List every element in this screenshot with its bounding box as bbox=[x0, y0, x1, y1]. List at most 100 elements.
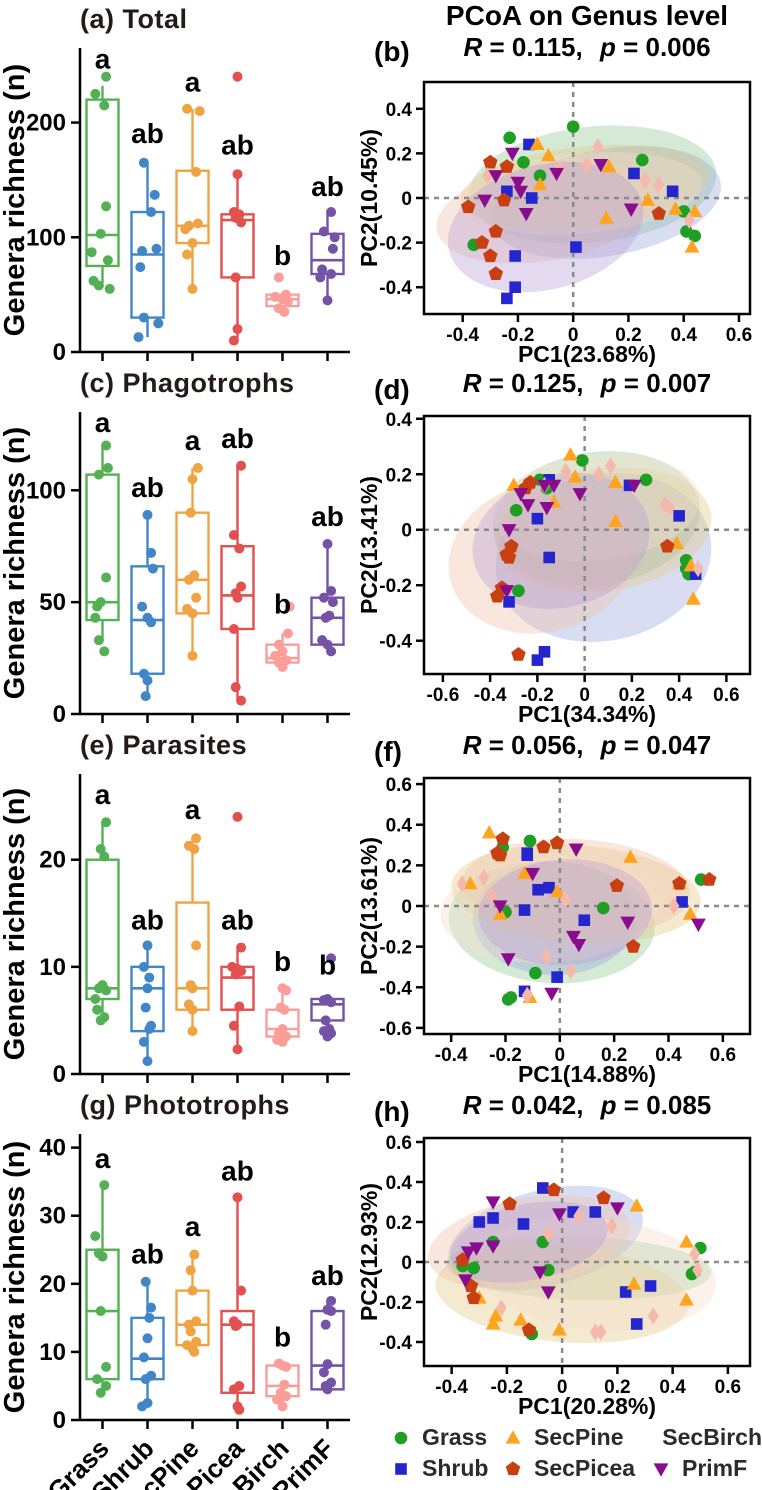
svg-text:20: 20 bbox=[39, 847, 66, 874]
svg-text:0: 0 bbox=[53, 701, 66, 728]
legend-item-secbirch: SecBirch bbox=[648, 1424, 762, 1451]
legend-label: PrimF bbox=[682, 1455, 748, 1481]
panel-e: (e) Parasites 0 10 20 Genera richness (n) a a… bbox=[0, 730, 360, 1090]
p-value: = 0.085 bbox=[623, 1090, 712, 1120]
svg-text:ab: ab bbox=[131, 118, 164, 149]
r-value: = 0.042, bbox=[488, 1090, 584, 1120]
svg-text:0.2: 0.2 bbox=[604, 1377, 630, 1398]
svg-text:-0.4: -0.4 bbox=[379, 978, 412, 999]
svg-text:0.2: 0.2 bbox=[386, 465, 412, 486]
diamond-icon bbox=[648, 1427, 654, 1449]
r-label: R bbox=[462, 1090, 482, 1120]
p-label: p bbox=[600, 368, 617, 398]
svg-text:b: b bbox=[274, 240, 291, 271]
svg-text:-0.2: -0.2 bbox=[502, 325, 535, 346]
svg-text:-0.4: -0.4 bbox=[474, 685, 507, 706]
svg-text:100: 100 bbox=[26, 477, 66, 504]
svg-text:0.2: 0.2 bbox=[619, 685, 645, 706]
panel-f-letter: (f) bbox=[374, 736, 402, 767]
svg-text:a: a bbox=[95, 779, 111, 810]
svg-text:0: 0 bbox=[557, 1377, 568, 1398]
p-label: p bbox=[599, 32, 616, 62]
svg-text:0.2: 0.2 bbox=[386, 1213, 412, 1234]
svg-text:a: a bbox=[185, 1211, 201, 1242]
svg-text:50: 50 bbox=[39, 589, 66, 616]
svg-text:0.4: 0.4 bbox=[386, 816, 413, 837]
svg-text:ab: ab bbox=[221, 1155, 254, 1186]
panel-g-title: (g) Phototrophs bbox=[80, 1090, 290, 1120]
svg-text:-0.2: -0.2 bbox=[489, 1045, 522, 1066]
legend-label: SecBirch bbox=[662, 1424, 762, 1450]
circle-icon bbox=[394, 1431, 408, 1444]
svg-text:-0.4: -0.4 bbox=[379, 1333, 412, 1354]
svg-text:0.4: 0.4 bbox=[666, 685, 693, 706]
svg-text:-0.4: -0.4 bbox=[446, 325, 479, 346]
svg-text:0.6: 0.6 bbox=[726, 325, 752, 346]
svg-text:-0.2: -0.2 bbox=[379, 1293, 412, 1314]
svg-text:30: 30 bbox=[39, 1203, 66, 1230]
panel-e-title: (e) Parasites bbox=[80, 730, 248, 760]
svg-text:b: b bbox=[274, 1321, 291, 1352]
svg-text:10: 10 bbox=[39, 954, 66, 981]
r-value: = 0.115, bbox=[489, 32, 583, 62]
svg-text:-0.4: -0.4 bbox=[435, 1377, 468, 1398]
svg-text:a: a bbox=[185, 794, 201, 825]
svg-text:0: 0 bbox=[401, 897, 412, 918]
square-icon bbox=[395, 1462, 407, 1475]
panel-b-letter: (b) bbox=[374, 36, 410, 67]
svg-text:0.2: 0.2 bbox=[601, 1045, 627, 1066]
svg-text:PC1(34.34%): PC1(34.34%) bbox=[518, 701, 656, 727]
svg-text:Genera richness (n): Genera richness (n) bbox=[0, 64, 31, 336]
panel-d-letter: (d) bbox=[374, 374, 410, 405]
svg-text:a: a bbox=[95, 1143, 111, 1174]
panel-h-scatter: -0.4 -0.2 0 0.2 0.4 0.6 0.6 0.4 0.2 0 -0.2 -0.4 PC1(… bbox=[360, 1133, 752, 1419]
panel-d: (d) R = 0.125, p = 0.007 -0.6 -0.4 -0.2 0 0.… bbox=[360, 368, 762, 730]
panel-c: (c) Phagotrophs 0 50 100 Genera richness (n… bbox=[0, 368, 360, 730]
svg-text:0: 0 bbox=[401, 521, 412, 542]
svg-text:PC2(13.41%): PC2(13.41%) bbox=[360, 476, 382, 614]
svg-text:PC1(23.68%): PC1(23.68%) bbox=[518, 341, 656, 367]
svg-text:0.4: 0.4 bbox=[670, 325, 697, 346]
svg-text:0.6: 0.6 bbox=[713, 685, 739, 706]
panel-g: (g) Phototrophs 0 10 20 30 40 Genera richness… bbox=[0, 1090, 360, 1490]
svg-text:-0.6: -0.6 bbox=[379, 1019, 412, 1040]
svg-text:0: 0 bbox=[53, 1407, 66, 1434]
svg-text:ab: ab bbox=[131, 1238, 164, 1269]
svg-text:0.6: 0.6 bbox=[710, 1045, 736, 1066]
svg-text:ab: ab bbox=[221, 423, 254, 454]
svg-text:Genera richness (n): Genera richness (n) bbox=[0, 427, 31, 699]
legend-item-grass: Grass bbox=[388, 1424, 500, 1451]
svg-text:0: 0 bbox=[53, 339, 66, 366]
p-value: = 0.047 bbox=[623, 730, 712, 760]
svg-text:20: 20 bbox=[39, 1271, 66, 1298]
svg-text:10: 10 bbox=[39, 1339, 66, 1366]
panel-c-title: (c) Phagotrophs bbox=[80, 368, 295, 398]
svg-text:a: a bbox=[95, 44, 111, 75]
panel-d-stats: R = 0.125, p = 0.007 bbox=[360, 368, 762, 399]
svg-text:0.4: 0.4 bbox=[659, 1377, 686, 1398]
svg-text:ab: ab bbox=[131, 472, 164, 503]
panel-h: (h) R = 0.042, p = 0.085 -0.4 -0.2 0 0.2 0.4… bbox=[360, 1090, 762, 1420]
panel-a-title: (a) Total bbox=[80, 4, 188, 34]
legend-label: SecPicea bbox=[534, 1455, 636, 1481]
svg-text:0: 0 bbox=[555, 1045, 566, 1066]
svg-text:ab: ab bbox=[131, 904, 164, 935]
panel-d-scatter: -0.6 -0.4 -0.2 0 0.2 0.4 0.6 0.4 0.2 0 -0.2 -0.4 PC1… bbox=[360, 410, 752, 727]
p-label: p bbox=[600, 1090, 617, 1120]
p-label: p bbox=[600, 730, 617, 760]
svg-text:0.2: 0.2 bbox=[386, 856, 412, 877]
svg-text:a: a bbox=[185, 425, 201, 456]
triangle-down-icon bbox=[653, 1462, 669, 1477]
svg-text:ab: ab bbox=[311, 501, 344, 532]
svg-text:PC1(20.28%): PC1(20.28%) bbox=[518, 1393, 656, 1419]
p-value: = 0.007 bbox=[623, 368, 712, 398]
svg-text:b: b bbox=[319, 949, 336, 980]
svg-text:ab: ab bbox=[221, 130, 254, 161]
svg-text:-0.2: -0.2 bbox=[379, 938, 412, 959]
svg-text:0.4: 0.4 bbox=[386, 1173, 413, 1194]
